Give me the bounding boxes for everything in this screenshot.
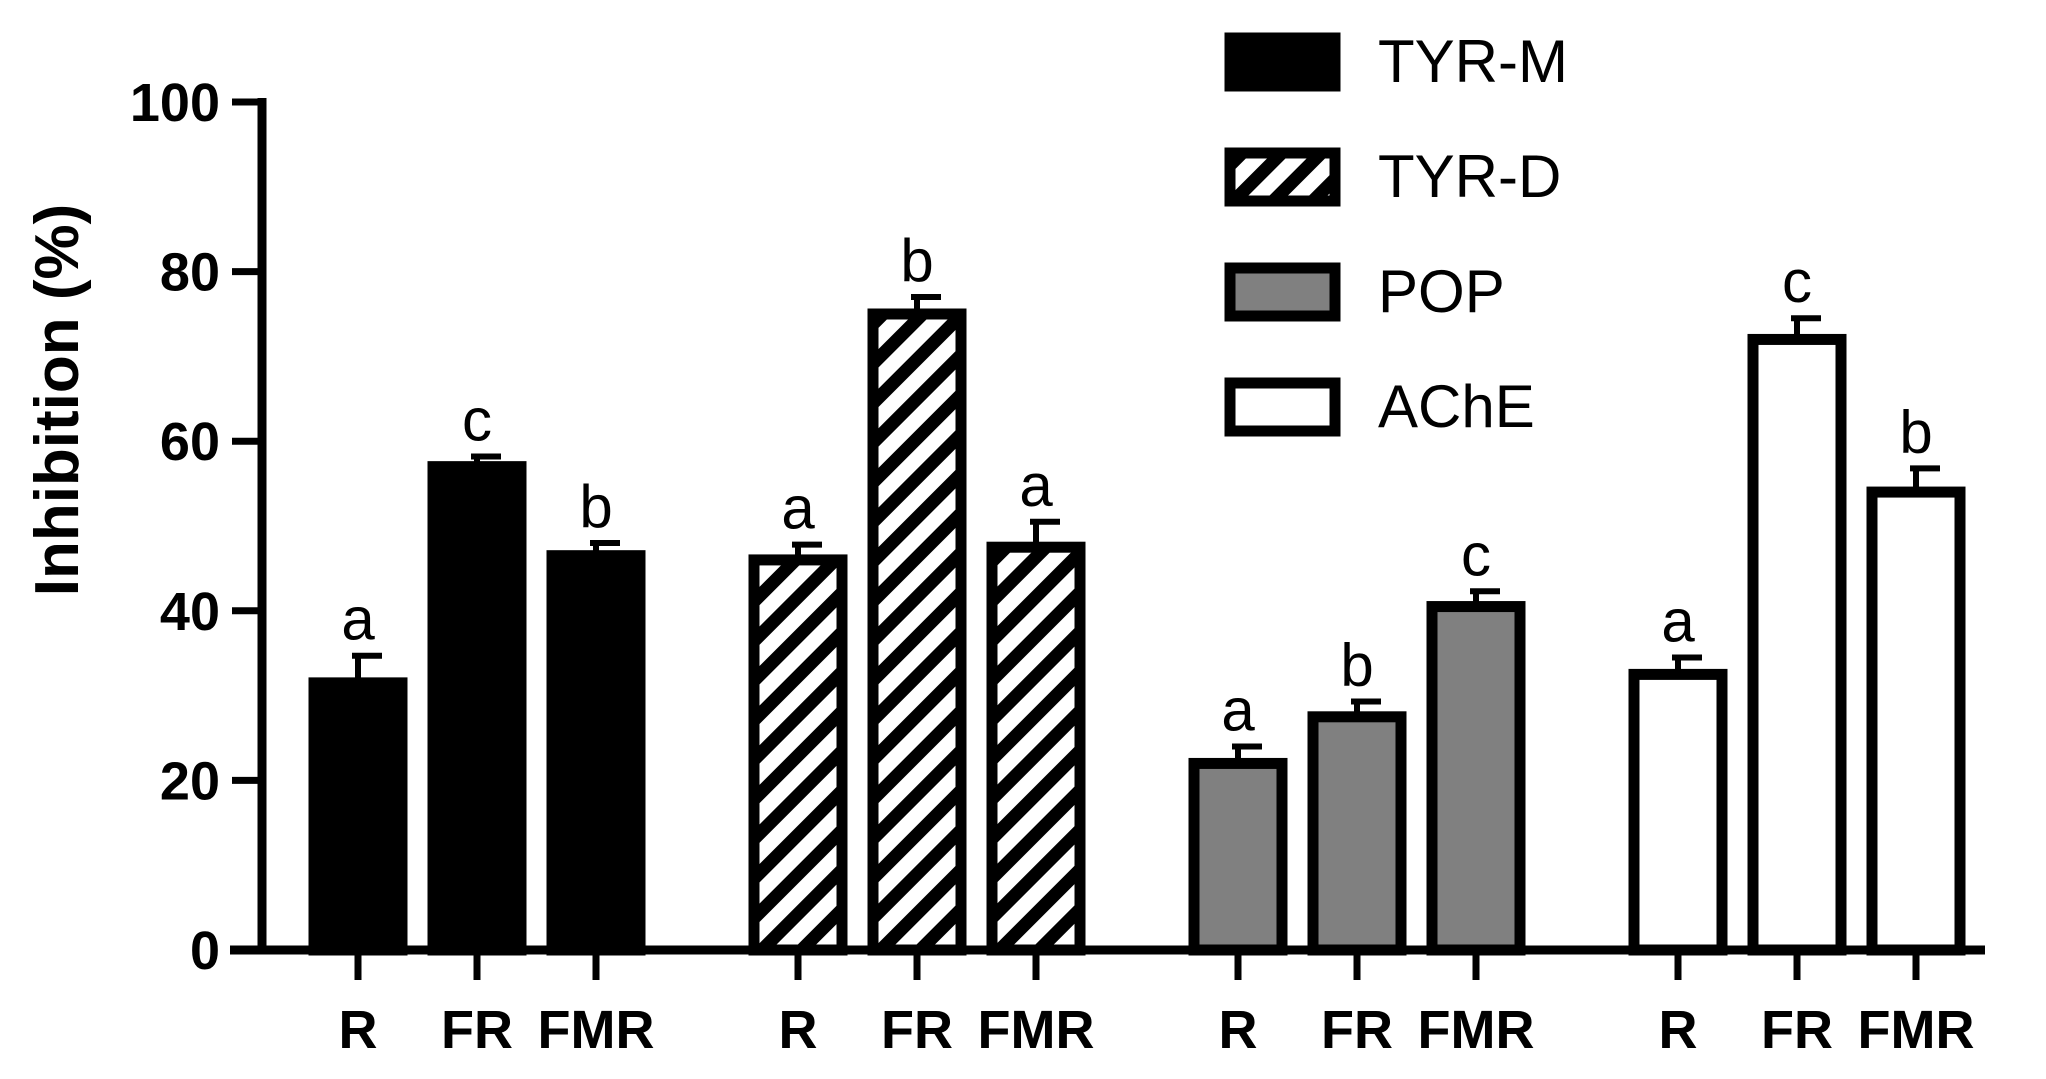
significance-letter: c: [1782, 248, 1812, 315]
error-bar: [1232, 743, 1262, 764]
significance-letter: b: [1340, 632, 1373, 699]
error-bar: [911, 294, 941, 314]
x-tick-label: FR: [441, 1000, 513, 1060]
y-tick-label: 20: [160, 751, 220, 811]
significance-letter: c: [462, 386, 492, 453]
x-tick-label: FR: [881, 1000, 953, 1060]
bar-pop-fr: [1307, 711, 1407, 956]
significance-letter: a: [1019, 452, 1053, 519]
error-bar: [1030, 518, 1060, 548]
significance-letter: a: [781, 475, 815, 542]
bar-pop-fmr: [1426, 601, 1526, 956]
error-bar: [352, 652, 382, 683]
y-tick-label: 80: [160, 243, 220, 303]
legend-swatch-pop: [1224, 262, 1341, 322]
significance-letter: c: [1461, 521, 1491, 588]
x-tick-label: FMR: [1858, 1000, 1975, 1060]
y-axis-title: Inhibition (%): [23, 204, 92, 597]
bar-tyr-m-r: [308, 677, 408, 956]
significance-letter: a: [1661, 587, 1695, 654]
significance-letter: b: [579, 473, 612, 540]
bar-tyr-d-r: [748, 554, 848, 956]
error-bar: [1791, 315, 1821, 340]
error-bar: [471, 453, 501, 467]
error-bar: [1351, 698, 1381, 717]
significance-letter: b: [1899, 398, 1932, 465]
x-tick-label: R: [1219, 1000, 1258, 1060]
legend-label: POP: [1378, 258, 1505, 325]
x-tick-label: FMR: [978, 1000, 1095, 1060]
bar-tyr-m-fmr: [546, 550, 646, 956]
error-bar: [792, 541, 822, 560]
x-tick-label: FR: [1321, 1000, 1393, 1060]
error-bar: [590, 539, 620, 556]
bar-ache-fr: [1747, 333, 1847, 956]
error-bar: [1672, 654, 1702, 675]
legend-label: TYR-M: [1378, 28, 1568, 95]
legend-swatch-ache: [1224, 377, 1341, 437]
bar-ache-fmr: [1866, 486, 1966, 956]
x-tick-label: FMR: [538, 1000, 655, 1060]
y-tick-label: 100: [130, 73, 220, 133]
bar-tyr-m-fr: [427, 461, 527, 956]
legend-label: TYR-D: [1378, 143, 1561, 210]
y-tick-label: 40: [160, 582, 220, 642]
legend-swatch-tyr-d: [1224, 147, 1341, 207]
bar-pop-r: [1188, 757, 1288, 956]
bar-ache-r: [1628, 668, 1728, 956]
x-tick-label: R: [339, 1000, 378, 1060]
x-tick-label: R: [1659, 1000, 1698, 1060]
x-tick-label: FR: [1761, 1000, 1833, 1060]
error-bar: [1470, 588, 1500, 607]
x-tick-label: FMR: [1418, 1000, 1535, 1060]
bar-tyr-d-fr: [867, 308, 967, 956]
significance-letter: a: [1221, 676, 1255, 743]
significance-letter: b: [900, 227, 933, 294]
legend-swatch-tyr-m: [1224, 32, 1341, 92]
y-tick-label: 0: [190, 921, 220, 981]
legend-label: AChE: [1378, 373, 1535, 440]
y-tick-label: 60: [160, 412, 220, 472]
bar-tyr-d-fmr: [986, 541, 1086, 956]
error-bar: [1910, 465, 1940, 493]
significance-letter: a: [341, 586, 375, 653]
x-tick-label: R: [779, 1000, 818, 1060]
